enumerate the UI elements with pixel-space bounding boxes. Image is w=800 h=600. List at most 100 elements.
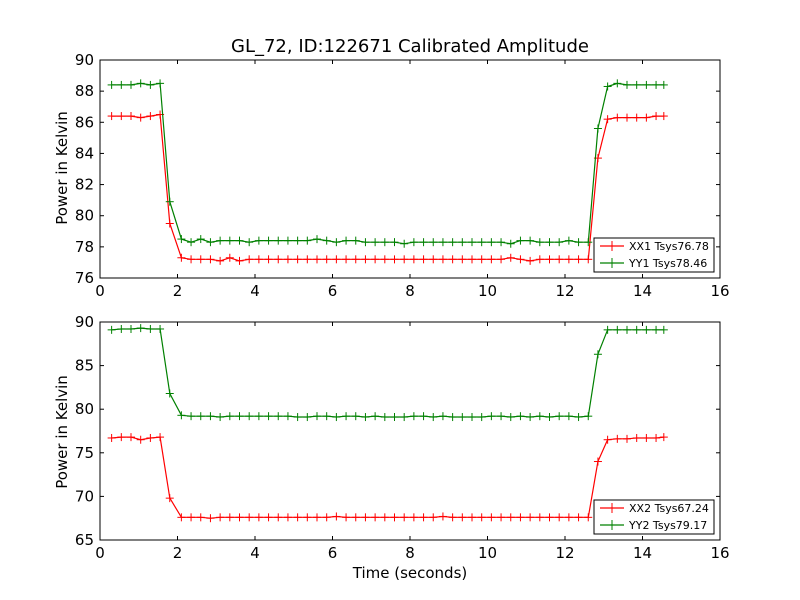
data-point xyxy=(177,411,186,420)
data-point xyxy=(448,238,457,247)
series-line-1 xyxy=(111,327,664,418)
data-point xyxy=(206,412,215,421)
data-point xyxy=(165,197,174,206)
data-point xyxy=(497,255,506,264)
data-point xyxy=(642,80,651,89)
x-tick-label: 2 xyxy=(173,544,183,562)
legend-label-yy1: YY1 Tsys78.46 xyxy=(628,257,707,270)
x-tick-label: 4 xyxy=(250,544,260,562)
data-point xyxy=(245,238,254,247)
data-point xyxy=(127,433,135,442)
data-point xyxy=(332,512,341,521)
data-point xyxy=(264,412,273,421)
data-point xyxy=(623,434,631,443)
data-point xyxy=(603,115,612,124)
data-point xyxy=(487,238,496,247)
data-point xyxy=(477,255,486,264)
data-point xyxy=(419,412,428,421)
data-point xyxy=(390,413,399,422)
data-point xyxy=(245,412,254,421)
data-point xyxy=(613,79,622,88)
data-point xyxy=(127,80,135,89)
data-point xyxy=(652,433,661,442)
y-tick-label: 80 xyxy=(75,400,94,418)
data-point xyxy=(535,412,544,421)
y-tick-label: 78 xyxy=(75,238,94,256)
y-tick-label: 65 xyxy=(75,531,94,549)
data-point xyxy=(545,513,554,522)
data-point xyxy=(303,255,312,264)
data-point xyxy=(487,513,496,522)
data-point xyxy=(216,236,225,245)
data-point xyxy=(574,413,583,422)
data-point xyxy=(438,512,447,521)
y-tick-label: 84 xyxy=(75,144,94,162)
data-point xyxy=(274,236,283,245)
data-point xyxy=(574,513,583,522)
y-axis-label-bottom: Power in Kelvin xyxy=(53,375,71,489)
data-point xyxy=(448,513,457,522)
y-tick-label: 86 xyxy=(75,113,94,131)
data-point xyxy=(127,324,135,333)
data-point xyxy=(225,412,234,421)
data-point xyxy=(623,325,631,334)
data-point xyxy=(419,238,428,247)
data-point xyxy=(535,513,544,522)
data-point xyxy=(574,238,583,247)
data-point xyxy=(107,80,116,89)
data-point xyxy=(555,412,564,421)
data-point xyxy=(632,113,641,122)
data-point xyxy=(477,238,486,247)
data-point xyxy=(322,236,331,245)
y-tick-label: 70 xyxy=(75,487,94,505)
data-point xyxy=(623,113,631,122)
data-point xyxy=(283,255,292,264)
data-point xyxy=(274,255,283,264)
data-point xyxy=(593,457,602,466)
data-point xyxy=(254,255,263,264)
data-point xyxy=(235,256,244,265)
x-tick-label: 12 xyxy=(555,282,574,300)
plot-area-top: 0 2 4 6 8 10 12 14 16 76 78 80 82 84 86 88 90 xyxy=(75,51,730,300)
data-point xyxy=(419,513,428,522)
subplot-top: GL_72, ID:122671 Calibrated Amplitude Po… xyxy=(53,36,730,300)
data-point xyxy=(293,255,302,264)
data-point xyxy=(400,513,409,522)
data-point xyxy=(593,350,602,359)
data-point xyxy=(303,513,312,522)
data-point xyxy=(448,413,457,422)
x-tick-label: 0 xyxy=(95,544,105,562)
y-tick-label: 76 xyxy=(75,269,94,287)
data-point xyxy=(371,513,380,522)
data-point xyxy=(400,239,409,248)
data-point xyxy=(342,255,351,264)
legend-label-xx1: XX1 Tsys76.78 xyxy=(629,240,709,253)
legend-label-yy2: YY2 Tsys79.17 xyxy=(628,519,707,532)
data-point xyxy=(487,412,496,421)
data-point xyxy=(390,513,399,522)
data-point xyxy=(574,255,583,264)
data-point xyxy=(555,255,564,264)
data-point xyxy=(438,412,447,421)
x-tick-label: 12 xyxy=(555,544,574,562)
data-point xyxy=(177,253,186,262)
data-point xyxy=(659,325,668,334)
data-point xyxy=(332,413,341,422)
data-point xyxy=(468,413,476,422)
data-point xyxy=(313,235,321,244)
data-point xyxy=(342,236,351,245)
data-point xyxy=(165,494,174,503)
data-point xyxy=(293,413,302,422)
data-point xyxy=(545,413,554,422)
data-point xyxy=(506,413,515,422)
data-point xyxy=(361,255,370,264)
data-point xyxy=(332,255,341,264)
data-point xyxy=(642,325,651,334)
data-point xyxy=(225,236,234,245)
data-point xyxy=(146,433,155,442)
data-point xyxy=(555,238,564,247)
data-point xyxy=(361,513,370,522)
data-point xyxy=(584,412,593,421)
data-point xyxy=(516,513,525,522)
data-point xyxy=(584,238,593,247)
